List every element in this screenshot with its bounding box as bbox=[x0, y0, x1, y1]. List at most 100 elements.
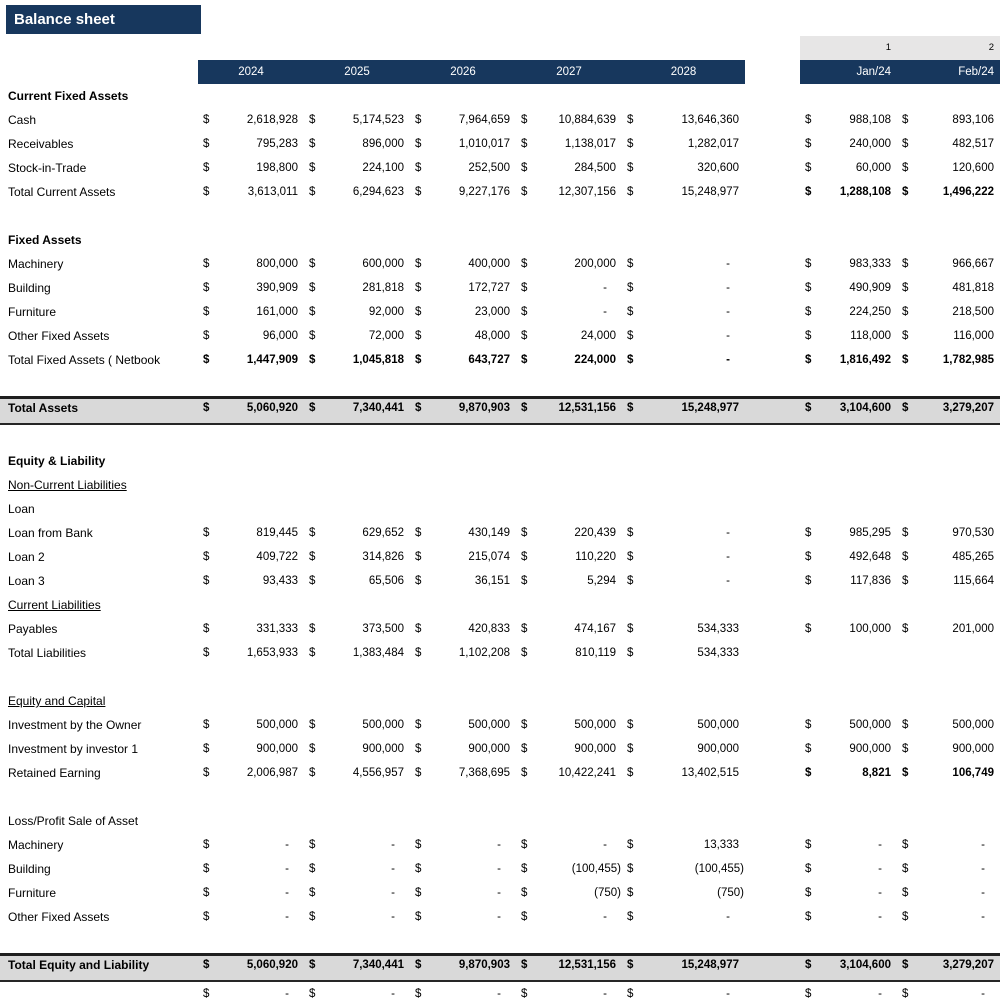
dollar-sign[interactable]: $ bbox=[902, 887, 909, 899]
cell-value-2024[interactable]: 409,722 bbox=[256, 551, 298, 563]
cell-value-jan-24[interactable]: 3,104,600 bbox=[839, 402, 891, 414]
cell-value-jan-24[interactable]: - bbox=[878, 863, 882, 875]
cell-value-feb-24[interactable]: 485,265 bbox=[952, 551, 994, 563]
cell-label[interactable]: Total Assets bbox=[8, 401, 79, 415]
dollar-sign[interactable]: $ bbox=[203, 551, 210, 563]
cell-label[interactable]: Retained Earning bbox=[8, 766, 101, 780]
dollar-sign[interactable]: $ bbox=[309, 114, 316, 126]
cell-label[interactable]: Total Fixed Assets ( Netbook bbox=[8, 353, 161, 367]
cell-label[interactable]: Other Fixed Assets bbox=[8, 910, 110, 924]
cell-value-feb-24[interactable]: 116,000 bbox=[953, 330, 994, 342]
dollar-sign[interactable]: $ bbox=[203, 863, 210, 875]
cell-value-2026[interactable]: - bbox=[497, 911, 501, 923]
dollar-sign[interactable]: $ bbox=[805, 988, 812, 1000]
dollar-sign[interactable]: $ bbox=[415, 114, 422, 126]
cell-value-feb-24[interactable]: 482,517 bbox=[952, 138, 994, 150]
dollar-sign[interactable]: $ bbox=[521, 647, 528, 659]
cell-value-2028[interactable]: 15,248,977 bbox=[681, 186, 739, 198]
dollar-sign[interactable]: $ bbox=[521, 527, 528, 539]
cell-value-2025[interactable]: 7,340,441 bbox=[352, 402, 404, 414]
cell-value-2028[interactable]: - bbox=[726, 551, 730, 563]
dollar-sign[interactable]: $ bbox=[203, 988, 210, 1000]
cell-value-feb-24[interactable]: 481,818 bbox=[952, 282, 994, 294]
cell-value-2026[interactable]: 430,149 bbox=[468, 527, 510, 539]
dollar-sign[interactable]: $ bbox=[902, 330, 909, 342]
cell-value-2028[interactable]: - bbox=[726, 330, 730, 342]
dollar-sign[interactable]: $ bbox=[415, 719, 422, 731]
cell-value-2024[interactable]: 93,433 bbox=[262, 575, 298, 587]
dollar-sign[interactable]: $ bbox=[415, 911, 422, 923]
dollar-sign[interactable]: $ bbox=[415, 138, 422, 150]
cell-value-2027[interactable]: 474,167 bbox=[574, 623, 616, 635]
dollar-sign[interactable]: $ bbox=[415, 162, 422, 174]
cell-value-jan-24[interactable]: - bbox=[878, 839, 882, 851]
cell-value-2024[interactable]: 795,283 bbox=[256, 138, 298, 150]
dollar-sign[interactable]: $ bbox=[627, 988, 634, 1000]
dollar-sign[interactable]: $ bbox=[627, 114, 634, 126]
dollar-sign[interactable]: $ bbox=[627, 258, 634, 270]
cell-value-2028[interactable]: 13,646,360 bbox=[681, 114, 739, 126]
cell-value-2025[interactable]: - bbox=[391, 911, 395, 923]
cell-value-2028[interactable]: (100,455) bbox=[694, 863, 744, 875]
cell-value-jan-24[interactable]: 1,288,108 bbox=[839, 186, 891, 198]
cell-value-2027[interactable]: - bbox=[603, 282, 607, 294]
cell-value-2026[interactable]: 643,727 bbox=[468, 354, 510, 366]
cell-value-2028[interactable]: 15,248,977 bbox=[681, 959, 739, 971]
cell-value-jan-24[interactable]: 492,648 bbox=[849, 551, 891, 563]
dollar-sign[interactable]: $ bbox=[521, 767, 528, 779]
dollar-sign[interactable]: $ bbox=[521, 330, 528, 342]
cell-label[interactable]: Current Liabilities bbox=[8, 598, 101, 612]
cell-value-2027[interactable]: - bbox=[603, 306, 607, 318]
cell-value-2027[interactable]: 200,000 bbox=[574, 258, 616, 270]
dollar-sign[interactable]: $ bbox=[415, 988, 422, 1000]
cell-label[interactable]: Furniture bbox=[8, 305, 57, 319]
cell-value-2027[interactable]: 284,500 bbox=[574, 162, 616, 174]
col-header-feb24[interactable]: Feb/24 bbox=[958, 66, 994, 78]
dollar-sign[interactable]: $ bbox=[415, 306, 422, 318]
dollar-sign[interactable]: $ bbox=[805, 162, 812, 174]
dollar-sign[interactable]: $ bbox=[902, 527, 909, 539]
dollar-sign[interactable]: $ bbox=[805, 767, 812, 779]
dollar-sign[interactable]: $ bbox=[203, 911, 210, 923]
cell-value-2024[interactable]: 161,000 bbox=[256, 306, 298, 318]
dollar-sign[interactable]: $ bbox=[902, 114, 909, 126]
dollar-sign[interactable]: $ bbox=[415, 887, 422, 899]
cell-value-2024[interactable]: 2,618,928 bbox=[246, 114, 298, 126]
dollar-sign[interactable]: $ bbox=[203, 743, 210, 755]
col-header-2024[interactable]: 2024 bbox=[238, 66, 264, 78]
dollar-sign[interactable]: $ bbox=[805, 138, 812, 150]
cell-value-jan-24[interactable]: 490,909 bbox=[849, 282, 891, 294]
cell-label[interactable]: Current Fixed Assets bbox=[8, 89, 129, 103]
cell-value-feb-24[interactable]: 3,279,207 bbox=[942, 402, 994, 414]
cell-value-feb-24[interactable]: 900,000 bbox=[952, 743, 994, 755]
dollar-sign[interactable]: $ bbox=[203, 719, 210, 731]
dollar-sign[interactable]: $ bbox=[521, 988, 528, 1000]
cell-label[interactable]: Other Fixed Assets bbox=[8, 329, 110, 343]
dollar-sign[interactable]: $ bbox=[309, 575, 316, 587]
cell-value-2026[interactable]: 1,102,208 bbox=[458, 647, 510, 659]
cell-value-2025[interactable]: - bbox=[391, 839, 395, 851]
cell-label[interactable]: Loan from Bank bbox=[8, 526, 93, 540]
cell-value-2027[interactable]: - bbox=[603, 839, 607, 851]
dollar-sign[interactable]: $ bbox=[805, 887, 812, 899]
cell-value-2026[interactable]: 48,000 bbox=[474, 330, 510, 342]
dollar-sign[interactable]: $ bbox=[415, 258, 422, 270]
cell-value-2028[interactable]: - bbox=[726, 988, 730, 1000]
dollar-sign[interactable]: $ bbox=[627, 959, 634, 971]
cell-label[interactable]: Non-Current Liabilities bbox=[8, 478, 127, 492]
cell-value-jan-24[interactable]: 118,000 bbox=[850, 330, 891, 342]
dollar-sign[interactable]: $ bbox=[203, 258, 210, 270]
cell-value-feb-24[interactable]: 1,782,985 bbox=[942, 354, 994, 366]
cell-value-2028[interactable]: 15,248,977 bbox=[681, 402, 739, 414]
cell-value-2026[interactable]: 1,010,017 bbox=[458, 138, 510, 150]
cell-value-feb-24[interactable]: - bbox=[981, 863, 985, 875]
dollar-sign[interactable]: $ bbox=[627, 282, 634, 294]
dollar-sign[interactable]: $ bbox=[521, 743, 528, 755]
col-header-jan24[interactable]: Jan/24 bbox=[856, 66, 891, 78]
cell-value-2028[interactable]: 500,000 bbox=[697, 719, 739, 731]
cell-value-2028[interactable]: - bbox=[726, 527, 730, 539]
dollar-sign[interactable]: $ bbox=[805, 258, 812, 270]
cell-value-2028[interactable]: - bbox=[726, 354, 730, 366]
cell-value-2024[interactable]: 2,006,987 bbox=[246, 767, 298, 779]
cell-value-2027[interactable]: 12,307,156 bbox=[558, 186, 616, 198]
